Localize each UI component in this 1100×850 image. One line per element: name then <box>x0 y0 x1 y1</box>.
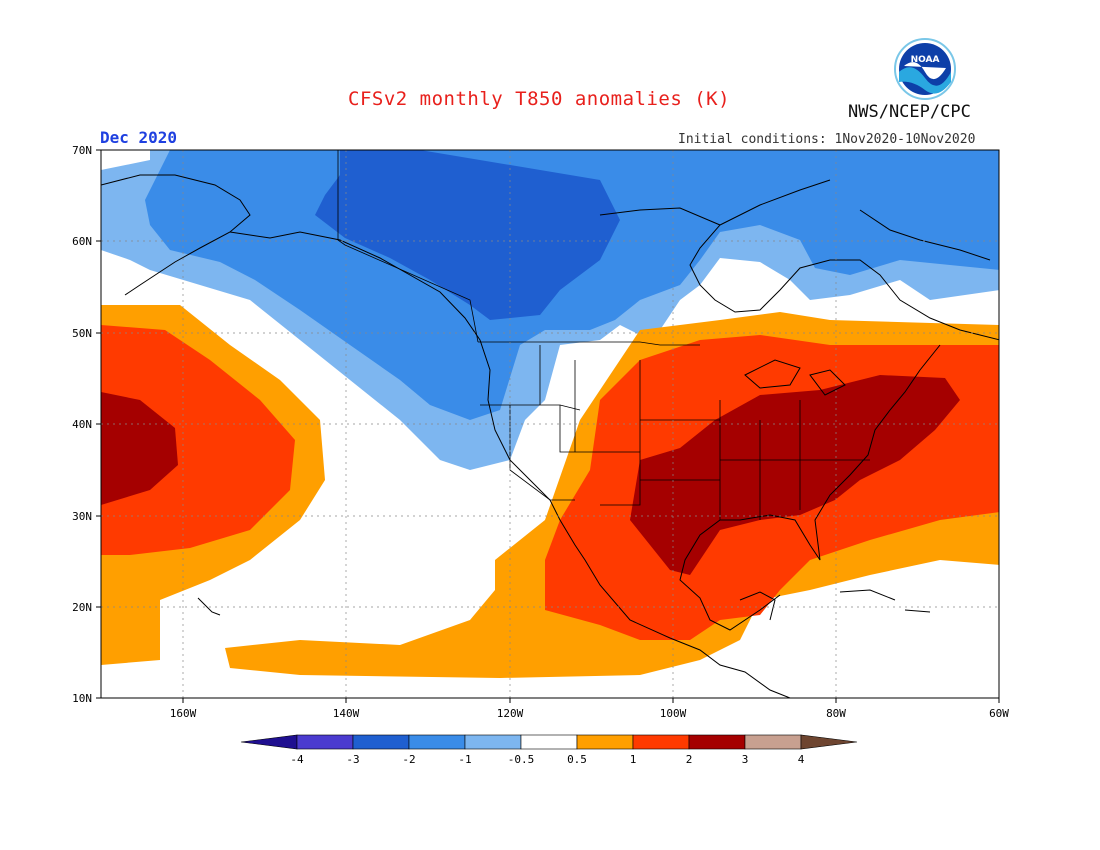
lat-label: 50N <box>72 327 92 340</box>
colorbar-label: -4 <box>290 753 304 766</box>
lat-labels: 70N 60N 50N 40N 30N 20N 10N <box>72 144 92 705</box>
colorbar-label: 0.5 <box>567 753 587 766</box>
lon-label: 160W <box>170 707 197 720</box>
positive-anomaly-pacific-medium <box>101 325 295 555</box>
lon-labels: 160W 140W 120W 100W 80W 60W <box>170 707 1010 720</box>
lat-label: 30N <box>72 510 92 523</box>
noaa-logo-icon: NOAA <box>894 38 956 100</box>
colorbar-segment <box>576 734 634 750</box>
lat-label: 60N <box>72 235 92 248</box>
lat-label: 10N <box>72 692 92 705</box>
colorbar-label: 2 <box>686 753 693 766</box>
positive-anomaly-pacific-dark <box>101 392 178 505</box>
lat-label: 40N <box>72 418 92 431</box>
lon-label: 140W <box>333 707 360 720</box>
forecast-month: Dec 2020 <box>100 128 178 147</box>
colorbar-segment <box>464 734 522 750</box>
axis-ticks <box>96 149 1000 703</box>
negative-anomaly-region-dark <box>315 150 620 320</box>
lon-label: 120W <box>497 707 524 720</box>
graticule <box>101 150 999 698</box>
colorbar-segment <box>800 734 858 750</box>
noaa-logo-text: NOAA <box>911 55 940 65</box>
anomaly-field <box>101 150 999 678</box>
lat-label: 70N <box>72 144 92 157</box>
colorbar-label: 4 <box>798 753 805 766</box>
agency-label: NWS/NCEP/CPC <box>848 102 971 122</box>
colorbar-segment <box>408 734 466 750</box>
initial-conditions: Initial conditions: 1Nov2020-10Nov2020 <box>678 132 976 147</box>
colorbar: -4 -3 -2 -1 -0.5 0.5 1 2 3 4 <box>240 734 858 766</box>
lon-label: 100W <box>660 707 687 720</box>
colorbar-segment <box>240 734 298 750</box>
colorbar-label: -0.5 <box>508 753 535 766</box>
colorbar-label: 1 <box>630 753 637 766</box>
colorbar-segment <box>296 734 354 750</box>
colorbar-segment <box>744 734 802 750</box>
lon-label: 60W <box>989 707 1009 720</box>
lon-label: 80W <box>826 707 846 720</box>
colorbar-segment <box>632 734 690 750</box>
colorbar-label: -1 <box>458 753 471 766</box>
colorbar-segment <box>688 734 746 750</box>
colorbar-label: -3 <box>346 753 359 766</box>
lat-label: 20N <box>72 601 92 614</box>
colorbar-segment <box>520 734 578 750</box>
political-borders <box>337 150 870 520</box>
colorbar-segment <box>352 734 410 750</box>
colorbar-label: 3 <box>742 753 749 766</box>
coastlines <box>101 174 999 698</box>
colorbar-label: -2 <box>402 753 415 766</box>
chart-title: CFSv2 monthly T850 anomalies (K) <box>348 88 731 110</box>
